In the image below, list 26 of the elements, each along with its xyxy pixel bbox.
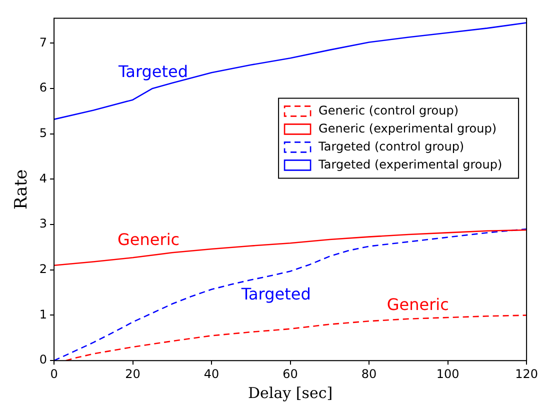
annotation: Generic xyxy=(386,294,449,314)
x-tick-label: 60 xyxy=(282,366,298,381)
x-tick-label: 100 xyxy=(436,366,460,381)
annotation: Targeted xyxy=(240,284,311,304)
x-axis-title: Delay [sec] xyxy=(248,384,333,402)
y-tick-label: 3 xyxy=(39,216,48,231)
annotation: Targeted xyxy=(118,62,188,82)
x-tick-label: 0 xyxy=(50,366,58,381)
x-tick-label: 20 xyxy=(125,366,140,381)
y-axis-title: Rate xyxy=(12,169,32,210)
annotation: Generic xyxy=(118,230,180,249)
y-tick-label: 0 xyxy=(39,352,48,367)
y-tick-label: 2 xyxy=(39,262,48,276)
y-tick-label: 4 xyxy=(39,171,48,186)
y-tick-label: 1 xyxy=(39,307,48,322)
y-tick-label: 5 xyxy=(39,126,48,140)
line-series xyxy=(65,314,527,361)
x-tick-label: 40 xyxy=(204,366,220,381)
x-tick-label: 80 xyxy=(361,366,377,381)
y-tick-label: 7 xyxy=(39,35,48,50)
legend-label: Targeted (control group) xyxy=(318,139,464,154)
legend-label: Generic (experimental group) xyxy=(318,121,497,136)
x-tick-label: 120 xyxy=(515,366,538,381)
legend-label: Generic (control group) xyxy=(318,103,459,118)
legend-label: Targeted (experimental group) xyxy=(318,157,502,172)
y-tick-label: 6 xyxy=(39,80,48,95)
